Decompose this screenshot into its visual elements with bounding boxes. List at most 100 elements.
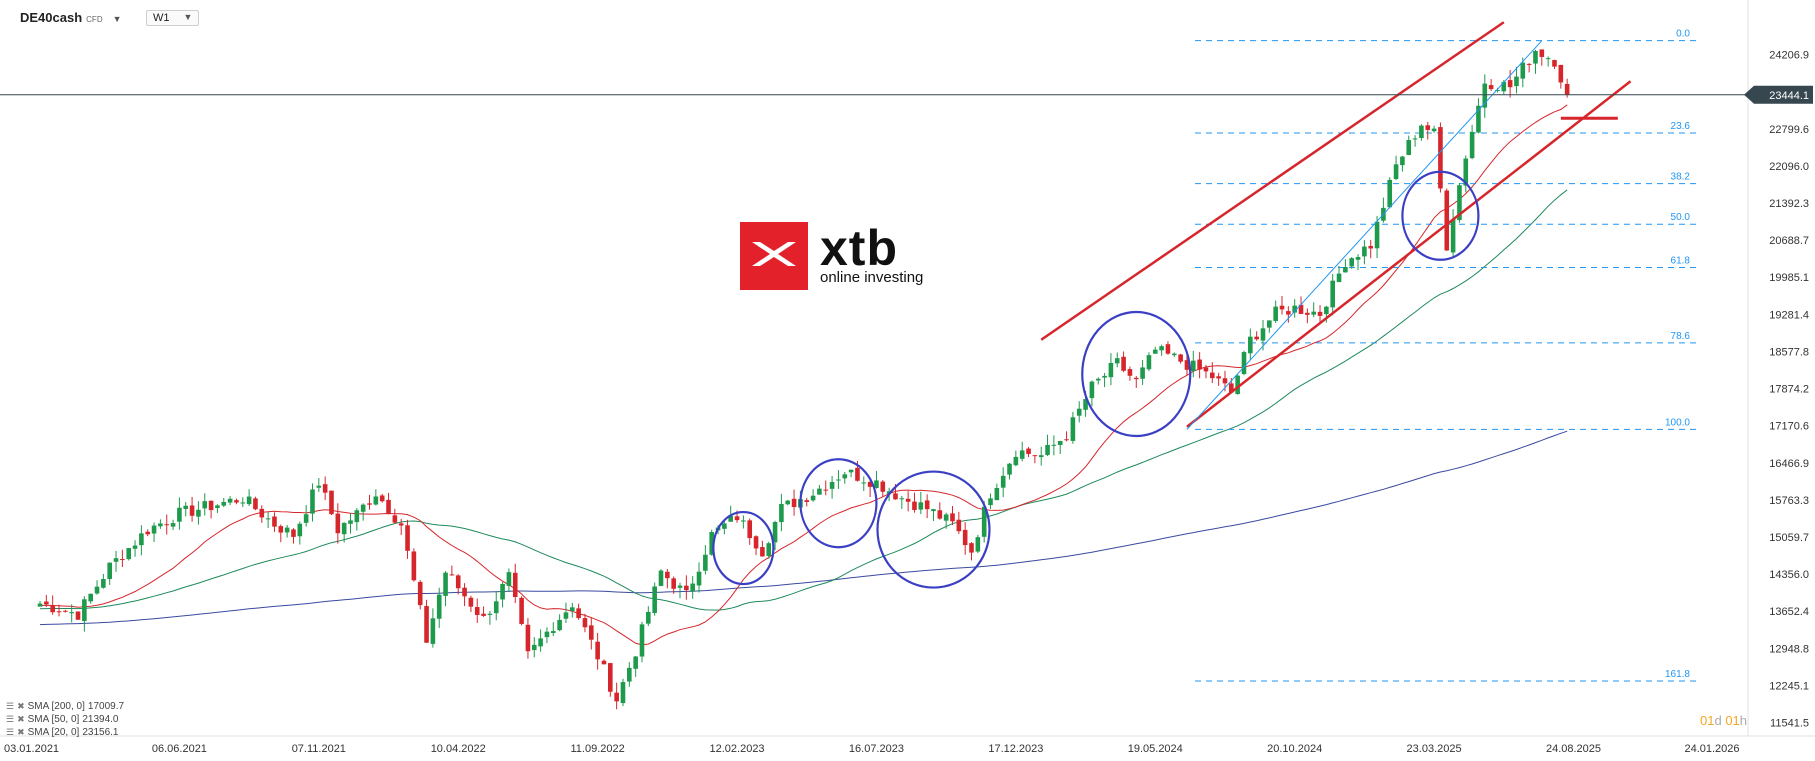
candle-body — [120, 559, 125, 561]
candle-body — [1026, 448, 1031, 454]
fib-level-label: 78.6 — [1671, 331, 1691, 342]
timeframe-selector[interactable]: W1 ▼ — [146, 10, 200, 26]
channel-upper-line — [1040, 21, 1505, 341]
candle-body — [170, 523, 176, 527]
candle-body — [639, 624, 645, 657]
candle-body — [1007, 463, 1012, 475]
candle-body — [360, 504, 366, 512]
settings-icon[interactable]: ☰ — [6, 701, 15, 711]
candle-body — [506, 572, 512, 586]
candle-body — [246, 496, 252, 505]
candle-body — [924, 500, 930, 510]
candle-body — [810, 495, 816, 501]
settings-icon[interactable]: ☰ — [6, 727, 15, 737]
candle-body — [709, 532, 714, 555]
chevron-down-icon[interactable]: ▼ — [183, 12, 193, 22]
candle-body — [56, 611, 62, 613]
fib-level-label: 0.0 — [1676, 29, 1690, 40]
close-icon[interactable]: ✖ — [17, 714, 25, 724]
price-tick-label: 14356.0 — [1769, 569, 1809, 581]
candle-body — [1520, 62, 1526, 79]
legend-value: 23156.1 — [82, 727, 119, 738]
candle-body — [139, 533, 144, 546]
candle-body — [690, 583, 695, 592]
date-tick-label: 03.01.2021 — [4, 743, 59, 755]
legend-value: 17009.7 — [87, 701, 125, 712]
symbol-selector[interactable]: DE40cash CFD ▼ — [20, 10, 122, 25]
xtb-logo-mark — [740, 222, 808, 290]
candle-body — [747, 520, 753, 539]
candle-body — [1051, 444, 1057, 446]
candle-body — [1305, 312, 1310, 315]
sma-200-line — [39, 430, 1568, 626]
candle-body — [804, 500, 810, 502]
candle-body — [880, 481, 886, 492]
legend-row[interactable]: ☰ ✖ SMA [200, 0] 17009.7 — [6, 700, 124, 713]
candle-body — [1425, 125, 1431, 130]
close-icon[interactable]: ✖ — [17, 727, 25, 737]
legend-row[interactable]: ☰ ✖ SMA [20, 0] 23156.1 — [6, 726, 124, 739]
candle-body — [1184, 360, 1190, 370]
candle-body — [1248, 336, 1253, 354]
candle-body — [658, 570, 664, 586]
candle-body — [855, 467, 860, 481]
candle-body — [1133, 377, 1139, 380]
fib-level-label: 61.8 — [1671, 255, 1691, 266]
date-tick-label: 12.02.2023 — [710, 743, 765, 755]
candle-body — [525, 624, 531, 652]
candle-body — [1140, 367, 1145, 379]
candle-body — [474, 607, 480, 615]
candle-body — [1406, 140, 1412, 155]
candle-body — [1564, 83, 1570, 95]
candle-body — [208, 500, 214, 511]
chevron-down-icon[interactable]: ▼ — [112, 14, 122, 24]
candle-body — [1254, 336, 1259, 340]
candle-body — [1393, 164, 1399, 180]
price-tick-label: 11541.5 — [1770, 718, 1809, 730]
settings-icon[interactable]: ☰ — [6, 714, 15, 724]
price-tick-label: 21392.3 — [1769, 198, 1809, 210]
candle-body — [303, 514, 309, 523]
candle-body — [88, 593, 93, 602]
highlight-circle — [1081, 310, 1192, 438]
xtb-logo: xtb online investing — [740, 222, 923, 290]
candle-body — [836, 479, 841, 481]
candle-body — [113, 558, 119, 562]
candle-body — [988, 498, 993, 506]
legend-row[interactable]: ☰ ✖ SMA [50, 0] 21394.0 — [6, 713, 124, 726]
candles — [37, 49, 1570, 710]
candle-body — [63, 610, 68, 612]
candle-body — [1064, 439, 1069, 441]
candle-body — [684, 585, 689, 591]
symbol-tag: CFD — [86, 15, 103, 24]
candle-body — [1089, 381, 1095, 399]
close-icon[interactable]: ✖ — [17, 701, 25, 711]
candle-body — [531, 644, 537, 651]
price-tick-label: 13652.4 — [1769, 606, 1809, 618]
price-tick-label: 17874.2 — [1769, 384, 1809, 396]
candle-body — [449, 574, 455, 576]
sma-50-line — [39, 189, 1568, 611]
candle-body — [1476, 105, 1481, 133]
date-tick-label: 17.12.2023 — [988, 743, 1043, 755]
candle-body — [861, 482, 867, 484]
candle-body — [373, 496, 379, 505]
candle-body — [183, 505, 189, 509]
candle-body — [1076, 408, 1082, 416]
candle-body — [722, 523, 727, 529]
candle-body — [1292, 305, 1297, 313]
candle-body — [1387, 179, 1393, 208]
legend-label: SMA [20, 0] — [27, 727, 80, 738]
candle-body — [234, 500, 239, 503]
candle-body — [310, 489, 315, 514]
bar-countdown: 01d 01h — [1700, 713, 1747, 728]
candle-body — [1330, 280, 1335, 308]
candle-body — [1197, 359, 1202, 370]
price-tick-label: 12948.8 — [1769, 643, 1809, 655]
candle-body — [367, 503, 372, 505]
candle-body — [1108, 362, 1114, 378]
candle-body — [158, 523, 163, 527]
candle-body — [1514, 76, 1519, 87]
candle-body — [1526, 63, 1532, 65]
